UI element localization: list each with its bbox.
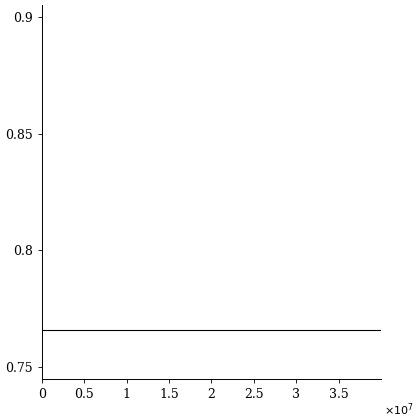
Text: $\times 10^7$: $\times 10^7$ — [384, 402, 414, 418]
